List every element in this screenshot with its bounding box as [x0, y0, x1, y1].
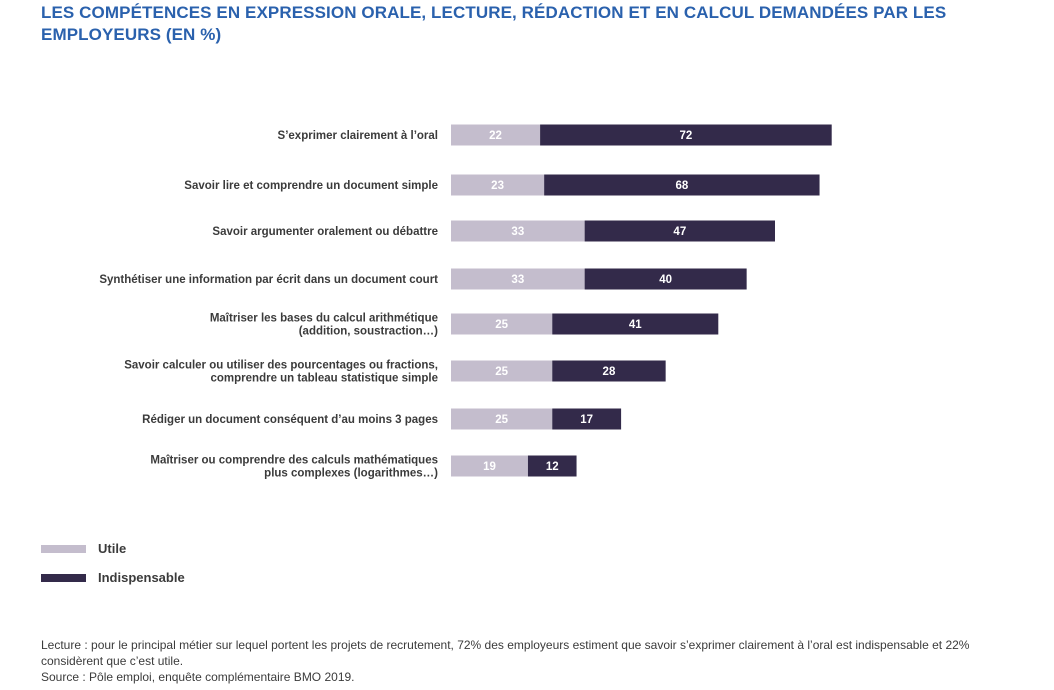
bar-segment-indispensable [584, 220, 775, 242]
data-label-indispensable: 40 [659, 274, 672, 286]
legend-item-utile: Utile [41, 541, 126, 556]
data-label-indispensable: 47 [673, 226, 686, 238]
footnote: Lecture : pour le principal métier sur l… [41, 637, 1031, 685]
stacked-bar-chart: S’exprimer clairement à l’oral 22 72 Savoir… [99, 124, 832, 480]
data-label-utile: 19 [483, 461, 496, 473]
data-label-utile: 23 [491, 180, 504, 192]
footnote-lecture: Lecture : pour le principal métier sur l… [41, 638, 970, 668]
chart-title: LES COMPÉTENCES EN EXPRESSION ORALE, LEC… [41, 3, 947, 44]
category-label: Savoir lire et comprendre un document si… [184, 180, 438, 192]
bar-segment-utile [451, 268, 585, 290]
bar-segment-indispensable [552, 313, 719, 335]
bar-segment-indispensable [552, 408, 622, 430]
category-label: Savoir argumenter oralement ou débattre [212, 226, 438, 238]
legend-swatch-utile [41, 544, 86, 553]
data-label-indispensable: 28 [603, 366, 616, 378]
footnote-source: Source : Pôle emploi, enquête complément… [41, 670, 355, 684]
bar-segment-indispensable [540, 124, 832, 146]
bar-segment-utile [451, 360, 553, 382]
bar-segment-utile [451, 455, 528, 477]
category-label: Savoir calculer ou utiliser des pourcent… [124, 360, 438, 385]
legend-swatch-indispensable [41, 573, 86, 582]
legend-label-utile: Utile [98, 541, 127, 556]
bar-segment-utile [451, 313, 553, 335]
data-label-utile: 25 [495, 414, 508, 426]
data-label-utile: 25 [495, 366, 508, 378]
legend-item-indispensable: Indispensable [41, 570, 185, 585]
data-label-indispensable: 68 [675, 180, 688, 192]
data-label-utile: 33 [511, 274, 524, 286]
bar-segment-utile [451, 124, 541, 146]
bar-segment-indispensable [527, 455, 577, 477]
category-label: Rédiger un document conséquent d’au moin… [142, 414, 438, 426]
legend-label-indispensable: Indispensable [98, 570, 185, 585]
category-label: Synthétiser une information par écrit da… [99, 274, 438, 286]
bar-segment-utile [451, 220, 585, 242]
data-label-indispensable: 72 [680, 130, 693, 142]
category-label: S’exprimer clairement à l’oral [278, 130, 438, 142]
bar-segment-indispensable [544, 174, 820, 196]
bar-segment-indispensable [552, 360, 666, 382]
data-label-indispensable: 41 [629, 319, 642, 331]
data-label-utile: 22 [489, 130, 502, 142]
category-label: Maîtriser les bases du calcul arithmétiq… [210, 313, 438, 338]
bar-segment-indispensable [584, 268, 747, 290]
bar-segment-utile [451, 408, 553, 430]
bar-segment-utile [451, 174, 545, 196]
data-label-utile: 25 [495, 319, 508, 331]
data-label-utile: 33 [511, 226, 524, 238]
data-label-indispensable: 12 [546, 461, 559, 473]
data-label-indispensable: 17 [580, 414, 593, 426]
category-label: Maîtriser ou comprendre des calculs math… [150, 455, 438, 480]
